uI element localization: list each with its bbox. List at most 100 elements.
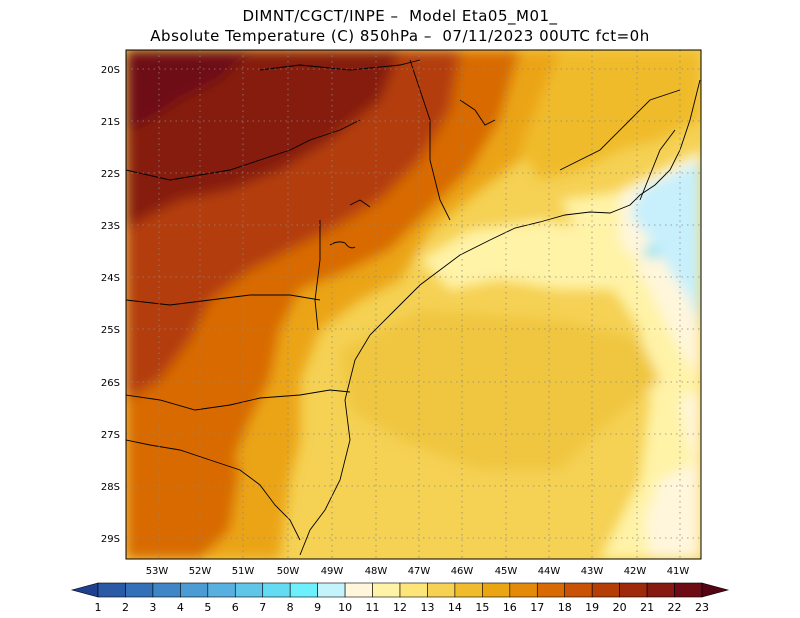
colorbar-swatch (180, 582, 209, 598)
colorbar-swatch (289, 582, 318, 598)
colorbar-label: 10 (338, 601, 352, 614)
colorbar-swatch (262, 582, 291, 598)
lat-label: 24S (101, 273, 120, 284)
map-title-line-1: DIMNT/CGCT/INPE – Model Eta05_M01_ (242, 7, 558, 25)
colorbar-swatch (482, 582, 511, 598)
lon-label: 43W (581, 566, 604, 577)
colorbar-label: 1 (95, 601, 102, 614)
field-orange-southwest (126, 390, 240, 559)
field-pale-coast (420, 220, 640, 290)
lon-label: 53W (146, 566, 169, 577)
colorbar-swatch (152, 582, 181, 598)
lat-label: 27S (101, 430, 120, 441)
lon-label: 50W (277, 566, 300, 577)
colorbar-label: 14 (448, 601, 462, 614)
latitude-labels: 20S 21S 22S 23S 24S 25S 26S 27S 28S 29S (101, 65, 120, 545)
colorbar-label: 15 (475, 601, 489, 614)
lon-label: 51W (232, 566, 255, 577)
colorbar-label: 13 (420, 601, 434, 614)
state-border-north (259, 59, 421, 71)
lon-label: 52W (189, 566, 212, 577)
lat-label: 20S (101, 65, 120, 76)
colorbar-label: 19 (585, 601, 599, 614)
colorbar-swatch (125, 582, 154, 598)
state-border-sc-pr (126, 389, 351, 411)
field-cream-south (645, 460, 701, 559)
field-maroon-northwest (126, 50, 250, 130)
lon-label: 46W (451, 566, 474, 577)
colorbar: 1 2 3 4 5 6 7 8 9 10 11 12 13 14 15 16 17 18 19 20 21 22 23 (70, 582, 730, 614)
lon-label: 49W (321, 566, 344, 577)
state-border-rj-es (639, 129, 676, 201)
field-blue-east (630, 160, 701, 330)
colorbar-swatch (344, 582, 373, 598)
colorbar-label: 23 (695, 601, 709, 614)
field-blue-spot (644, 247, 660, 257)
lake-itaipu (329, 241, 356, 249)
colorbar-label: 17 (530, 601, 544, 614)
colorbar-label: 21 (640, 601, 654, 614)
colorbar-swatch (509, 582, 538, 598)
colorbar-swatch (317, 582, 346, 598)
colorbar-swatch (674, 582, 703, 598)
colorbar-label: 6 (232, 601, 239, 614)
colorbar-swatch (372, 582, 401, 598)
lon-label: 45W (495, 566, 518, 577)
state-border-sc-rs (126, 439, 301, 541)
lon-label: 44W (538, 566, 561, 577)
colorbar-label: 2 (122, 601, 129, 614)
lat-label: 26S (101, 378, 120, 389)
colorbar-label: 7 (259, 601, 266, 614)
lon-label: 42W (624, 566, 647, 577)
lake-chavantes (349, 199, 371, 208)
colorbar-swatch (454, 582, 483, 598)
state-border-pr-south (126, 294, 321, 306)
lake-furnas (459, 99, 496, 126)
state-border-sp-mg (409, 59, 451, 221)
state-border-sp-ms (126, 119, 361, 181)
lon-label: 48W (365, 566, 388, 577)
field-gold-center (340, 310, 660, 470)
colorbar-label: 20 (613, 601, 627, 614)
lat-label: 29S (101, 534, 120, 545)
lat-label: 22S (101, 169, 120, 180)
colorbar-label: 9 (314, 601, 321, 614)
colorbar-swatch (399, 582, 428, 598)
colorbar-label: 3 (149, 601, 156, 614)
colorbar-swatch (207, 582, 236, 598)
colorbar-swatch (427, 582, 456, 598)
lat-label: 23S (101, 221, 120, 232)
coastline (299, 79, 701, 556)
lon-label: 41W (667, 566, 690, 577)
colorbar-swatch (591, 582, 620, 598)
colorbar-swatch (646, 582, 675, 598)
map-frame (125, 49, 702, 560)
colorbar-arrow-left (70, 582, 99, 598)
colorbar-swatch (97, 582, 126, 598)
lat-label: 28S (101, 482, 120, 493)
state-border-pr-sp (314, 220, 321, 331)
colorbar-swatch (536, 582, 566, 598)
longitude-labels: 53W 52W 51W 50W 49W 48W 47W 46W 45W 44W … (146, 566, 690, 577)
temperature-field (126, 50, 701, 559)
colorbar-label: 4 (177, 601, 184, 614)
field-gold-northeast (520, 50, 701, 180)
colorbar-label: 8 (287, 601, 294, 614)
colorbar-label: 5 (204, 601, 211, 614)
field-dark-red-north (126, 50, 400, 230)
colorbar-swatch (619, 582, 648, 598)
colorbar-swatch (234, 582, 264, 598)
boundaries (126, 59, 701, 556)
map-title-line-2: Absolute Temperature (C) 850hPa – 07/11/… (150, 27, 650, 45)
colorbar-label: 12 (393, 601, 407, 614)
field-cream-southeast (680, 390, 701, 470)
colorbar-arrow-right (701, 582, 730, 598)
graticule (126, 50, 701, 559)
state-border-mg-rj (559, 89, 681, 171)
colorbar-label: 16 (503, 601, 517, 614)
colorbar-label: 18 (558, 601, 572, 614)
colorbar-label: 22 (668, 601, 682, 614)
lat-label: 21S (101, 117, 120, 128)
lon-label: 47W (408, 566, 431, 577)
